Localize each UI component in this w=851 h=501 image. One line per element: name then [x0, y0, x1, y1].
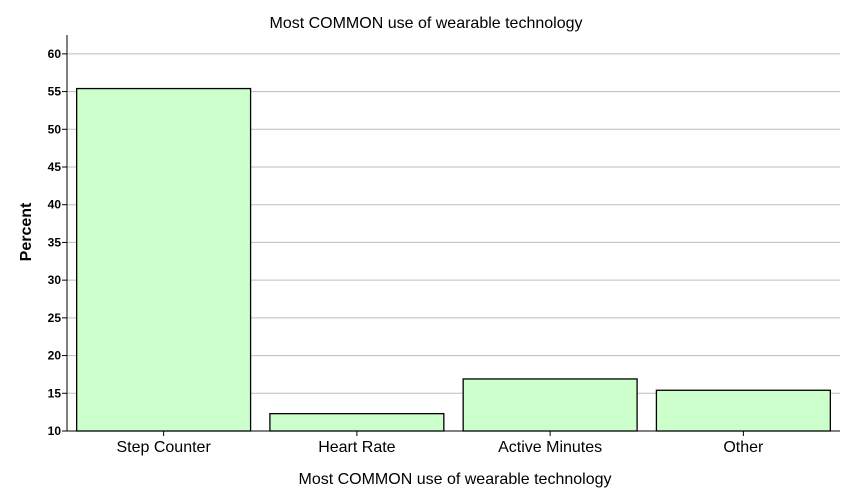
y-axis-label: Percent — [18, 202, 35, 261]
y-tick-label: 45 — [48, 160, 62, 174]
y-tick-label: 60 — [48, 47, 62, 61]
x-tick-label: Active Minutes — [498, 439, 602, 456]
y-tick-label: 20 — [48, 349, 62, 363]
y-tick-label: 50 — [48, 122, 62, 136]
y-tick-label: 35 — [48, 235, 62, 249]
bar-step-counter — [76, 87, 252, 432]
y-tick-label: 10 — [48, 424, 62, 438]
x-tick-label: Step Counter — [116, 439, 211, 456]
x-tick-label: Other — [723, 439, 764, 456]
y-tick-label: 15 — [48, 386, 62, 400]
y-tick-label: 40 — [48, 198, 62, 212]
y-tick-label: 55 — [48, 85, 62, 99]
y-tick-labels: 10 15 20 25 30 35 40 45 50 55 60 — [48, 47, 67, 438]
x-tick-labels: Step Counter Heart Rate Active Minutes Othe… — [116, 431, 764, 456]
bar-active-minutes — [462, 378, 638, 432]
y-tick-label: 25 — [48, 311, 62, 325]
y-tick-label: 30 — [48, 273, 62, 287]
chart-title: Most COMMON use of wearable technology — [269, 15, 582, 32]
bar-other — [655, 389, 831, 432]
x-tick-label: Heart Rate — [318, 439, 395, 456]
bar-heart-rate — [269, 413, 445, 432]
bars — [76, 87, 831, 432]
x-axis-label: Most COMMON use of wearable technology — [298, 471, 611, 488]
